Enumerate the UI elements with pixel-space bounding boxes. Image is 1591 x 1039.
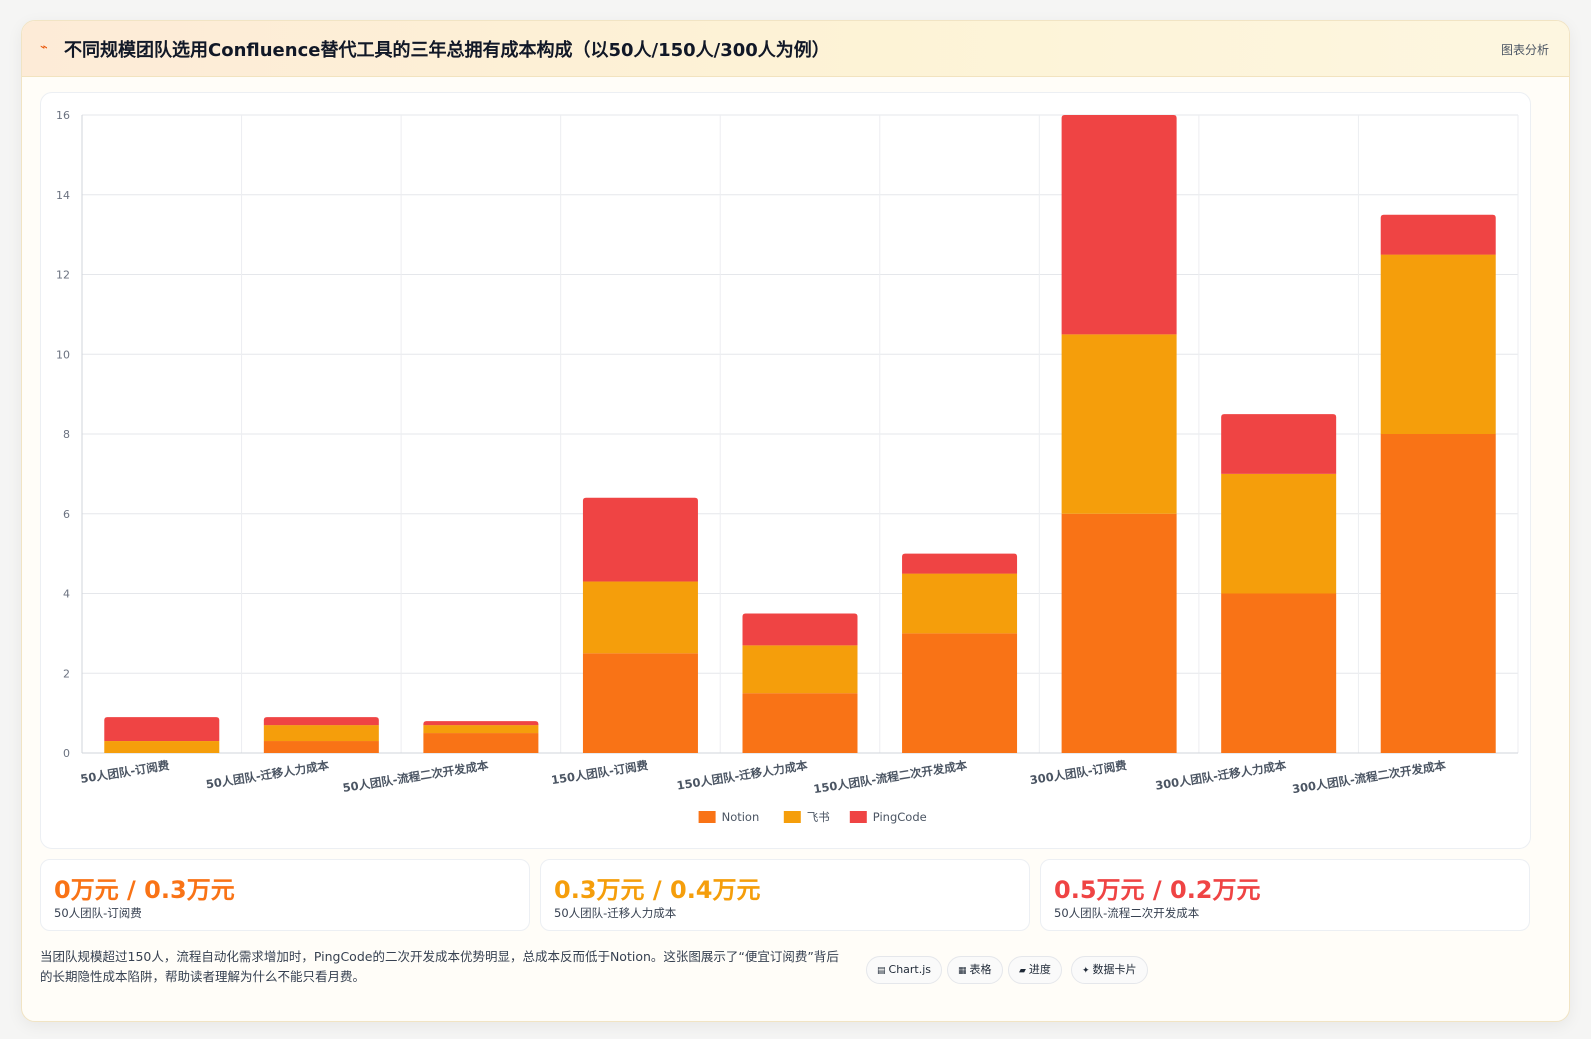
y-tick-label: 16 [56,109,70,122]
y-tick-label: 8 [63,428,70,441]
insight-note: 当团队规模超过150人，流程自动化需求增加时，PingCode的二次开发成本优势… [40,949,839,984]
legend-swatch-notion [698,811,716,823]
legend-label: 飞书 [807,810,830,824]
analysis-tag: 图表分析 [1500,43,1549,57]
bar-segment-pingcode [582,497,698,582]
chip-label: 进度 [1028,963,1051,976]
bar-segment-pingcode [902,553,1018,574]
bar-segment-pingcode [1221,414,1337,474]
bar-segment-notion [742,693,858,753]
chart-icon: ▤ [877,966,886,976]
y-tick-label: 12 [56,269,70,282]
kpi-label: 50人团队-迁移人力成本 [554,906,677,920]
y-tick-label: 0 [63,747,70,760]
kpi-label: 50人团队-订阅费 [54,906,142,920]
chart-title: 不同规模团队选用Confluence替代工具的三年总拥有成本构成（以50人/15… [64,40,830,61]
bar-segment-notion [263,741,379,753]
y-tick-label: 10 [56,348,70,361]
stacked-bar-chart: 0 2 4 6 8 10 12 14 16 50人团队-订阅费 50人团队-迁移人力成本 50人团队-… [56,109,1519,824]
kpi-value: 0.5万元 / 0.2万元 [1054,876,1261,904]
x-tick-label: 300人团队-流程二次开发成本 [1291,758,1447,796]
bar-segment-notion [582,653,698,753]
bar-segment-飞书 [582,581,698,654]
bar-segment-pingcode [1061,115,1177,335]
bar-segment-notion [902,633,1018,753]
x-tick-label: 300人团队-迁移人力成本 [1154,758,1287,793]
chip-table[interactable]: ▦ 表格 [947,956,1003,984]
bar-segment-notion [1221,593,1337,753]
bar-segment-飞书 [263,725,379,742]
x-tick-label: 150人团队-迁移人力成本 [676,758,809,793]
bar-segment-pingcode [1380,214,1496,255]
kpi-label: 50人团队-流程二次开发成本 [1054,906,1200,920]
y-tick-label: 14 [56,189,70,202]
y-tick-label: 4 [63,588,70,601]
bar-segment-notion [1380,434,1496,753]
chip-progress[interactable]: ▰ 进度 [1008,956,1062,984]
bar-segment-飞书 [1380,254,1496,434]
progress-icon: ▰ [1019,966,1026,976]
chart-area: 0 2 4 6 8 10 12 14 16 50人团队-订阅费 50人团队-迁移人力成本 50人团队-… [40,92,1531,849]
y-tick-label: 2 [63,667,70,680]
bar-segment-飞书 [104,741,220,753]
x-tick-label: 300人团队-订阅费 [1029,758,1128,787]
x-tick-label: 150人团队-订阅费 [550,758,649,787]
legend-label: Notion [722,810,760,824]
bar-segment-飞书 [1061,334,1177,514]
y-tick-label: 6 [63,508,70,521]
bar-segment-pingcode [263,717,379,726]
kpi-row: 0万元 / 0.3万元 50人团队-订阅费 0.3万元 / 0.4万元 50人团… [40,859,1531,931]
chip-chartjs[interactable]: ▤ Chart.js [866,956,943,984]
kpi-value: 0万元 / 0.3万元 [54,876,235,904]
x-tick-label: 50人团队-订阅费 [79,758,170,786]
bar-segment-pingcode [104,717,220,742]
bar-segment-飞书 [423,725,539,734]
kpi-card-subscription: 0万元 / 0.3万元 50人团队-订阅费 [40,859,530,931]
bar-segment-notion [423,733,539,753]
chart-logo-icon: ⌁ [40,40,48,55]
x-tick-label: 150人团队-流程二次开发成本 [812,758,968,796]
legend-swatch-pingcode [849,811,867,823]
bar-segment-pingcode [742,613,858,646]
kpi-value: 0.3万元 / 0.4万元 [554,876,761,904]
chart-card: ⌁ 不同规模团队选用Confluence替代工具的三年总拥有成本构成（以50人/… [21,20,1570,1022]
x-tick-label: 50人团队-迁移人力成本 [205,758,330,791]
chip-data-card[interactable]: ✦ 数据卡片 [1071,956,1148,984]
bar-segment-飞书 [742,645,858,694]
chip-label: Chart.js [888,963,932,976]
card-header: ⌁ 不同规模团队选用Confluence替代工具的三年总拥有成本构成（以50人/… [22,21,1569,77]
bar-segment-pingcode [423,721,539,726]
table-icon: ▦ [958,966,967,976]
card-icon: ✦ [1082,966,1090,976]
x-tick-label: 50人团队-流程二次开发成本 [342,758,490,795]
chip-label: 表格 [969,963,992,976]
bar-segment-飞书 [902,573,1018,634]
legend-swatch-飞书 [783,811,801,823]
chip-label: 数据卡片 [1092,963,1137,976]
bar-segment-飞书 [1221,473,1337,594]
kpi-card-development: 0.5万元 / 0.2万元 50人团队-流程二次开发成本 [1040,859,1530,931]
bar-segment-notion [1061,513,1177,753]
legend-label: PingCode [873,810,927,824]
kpi-card-migration: 0.3万元 / 0.4万元 50人团队-迁移人力成本 [540,859,1030,931]
